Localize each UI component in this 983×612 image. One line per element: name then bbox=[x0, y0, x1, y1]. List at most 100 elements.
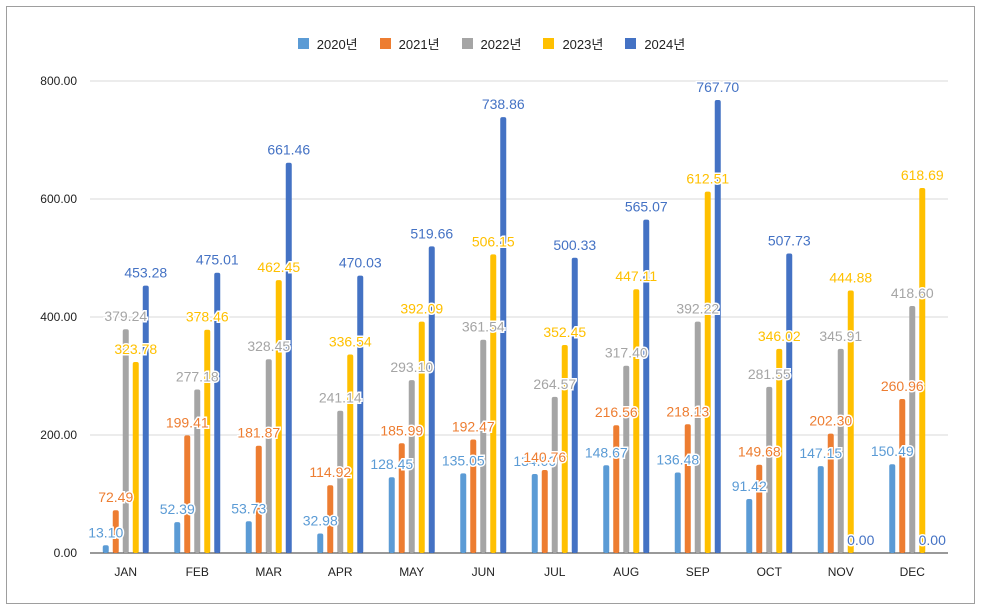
bar bbox=[531, 473, 538, 553]
bar bbox=[776, 348, 783, 553]
bar bbox=[837, 348, 844, 553]
bar bbox=[255, 445, 262, 553]
data-label: 565.07 bbox=[625, 199, 668, 215]
x-tick-label: DEC bbox=[900, 565, 926, 579]
x-tick-label: SEP bbox=[686, 565, 710, 579]
legend-label: 2021년 bbox=[398, 36, 440, 52]
y-tick-label: 400.00 bbox=[40, 310, 77, 324]
bar bbox=[418, 321, 425, 553]
data-label: 72.49 bbox=[98, 489, 133, 505]
data-label: 53.73 bbox=[231, 500, 266, 516]
data-label: 317.40 bbox=[605, 345, 648, 361]
bar bbox=[490, 254, 497, 553]
y-tick-label: 600.00 bbox=[40, 192, 77, 206]
y-tick-label: 800.00 bbox=[40, 74, 77, 88]
data-label: 114.92 bbox=[309, 464, 351, 480]
bar bbox=[571, 257, 578, 553]
legend-label: 2024년 bbox=[644, 36, 686, 52]
data-label: 216.56 bbox=[595, 404, 638, 420]
data-label: 738.86 bbox=[482, 96, 525, 112]
bar bbox=[112, 510, 119, 553]
legend-label: 2023년 bbox=[562, 36, 604, 52]
legend-item: 2022년 bbox=[461, 34, 522, 53]
bar bbox=[633, 289, 640, 553]
bar bbox=[265, 359, 272, 553]
bar bbox=[694, 321, 701, 553]
legend-item: 2023년 bbox=[543, 34, 603, 53]
x-tick-label: OCT bbox=[757, 565, 783, 579]
data-label: 192.47 bbox=[452, 418, 495, 434]
legend-swatch bbox=[625, 37, 637, 49]
bar bbox=[347, 354, 354, 553]
bar bbox=[756, 464, 763, 553]
bar bbox=[122, 329, 129, 553]
data-label: 199.41 bbox=[166, 414, 209, 430]
legend-item: 2021년 bbox=[379, 34, 440, 53]
legend-swatch bbox=[297, 37, 309, 49]
x-tick-label: JAN bbox=[114, 565, 137, 579]
data-label: 336.54 bbox=[329, 333, 372, 349]
data-label: 500.33 bbox=[553, 237, 596, 253]
data-label: 150.49 bbox=[871, 443, 914, 459]
legend-swatch bbox=[379, 37, 391, 49]
legend-label: 2022년 bbox=[480, 36, 522, 52]
data-label: 136.48 bbox=[656, 451, 699, 467]
bar bbox=[786, 253, 793, 553]
data-label: 361.54 bbox=[462, 319, 505, 335]
data-label: 346.02 bbox=[758, 328, 801, 344]
bar bbox=[460, 473, 467, 553]
x-tick-label: MAR bbox=[255, 565, 282, 579]
bar bbox=[480, 339, 487, 553]
bar bbox=[766, 386, 773, 553]
data-label: 392.22 bbox=[676, 301, 719, 317]
bar bbox=[909, 306, 916, 553]
bar bbox=[398, 443, 405, 553]
bar bbox=[132, 361, 139, 553]
bar bbox=[847, 290, 854, 553]
bar bbox=[337, 410, 344, 553]
data-label: 202.30 bbox=[809, 413, 852, 429]
x-tick-label: FEB bbox=[186, 565, 209, 579]
x-tick-label: JUN bbox=[472, 565, 495, 579]
data-label: 323.78 bbox=[114, 341, 157, 357]
bar bbox=[623, 365, 630, 553]
x-tick-label: MAY bbox=[399, 565, 424, 579]
data-label: 135.05 bbox=[442, 452, 485, 468]
data-label: 0.00 bbox=[847, 532, 874, 548]
data-label: 470.03 bbox=[339, 255, 382, 271]
data-label: 140.76 bbox=[523, 449, 566, 465]
bar bbox=[285, 162, 292, 554]
data-label: 378.46 bbox=[186, 309, 229, 325]
data-label: 147.15 bbox=[799, 445, 842, 461]
bar bbox=[327, 485, 334, 553]
data-label: 767.70 bbox=[696, 79, 739, 95]
data-label: 148.67 bbox=[585, 444, 628, 460]
bar bbox=[142, 285, 149, 553]
bar bbox=[817, 466, 824, 553]
bar bbox=[428, 246, 435, 553]
data-label: 507.73 bbox=[768, 232, 811, 248]
bar bbox=[357, 275, 364, 553]
data-label: 264.57 bbox=[533, 376, 576, 392]
data-label: 453.28 bbox=[124, 265, 167, 281]
bar bbox=[643, 219, 650, 553]
data-label: 392.09 bbox=[400, 301, 443, 317]
data-label: 345.91 bbox=[819, 328, 862, 344]
bar bbox=[714, 100, 721, 553]
data-label: 128.45 bbox=[370, 456, 413, 472]
y-tick-label: 0.00 bbox=[54, 546, 78, 560]
data-label: 447.11 bbox=[615, 268, 657, 284]
bar bbox=[214, 272, 221, 553]
data-label: 462.45 bbox=[257, 259, 300, 275]
bar bbox=[388, 477, 395, 553]
bar bbox=[408, 380, 415, 553]
data-label: 281.55 bbox=[748, 366, 791, 382]
data-label: 475.01 bbox=[196, 252, 239, 268]
x-tick-label: NOV bbox=[828, 565, 854, 579]
data-label: 134.00 bbox=[513, 453, 556, 469]
data-label: 181.87 bbox=[237, 425, 280, 441]
legend-label: 2020년 bbox=[316, 36, 358, 52]
data-label: 418.60 bbox=[891, 285, 934, 301]
data-label: 293.10 bbox=[390, 359, 433, 375]
bar bbox=[889, 464, 896, 553]
